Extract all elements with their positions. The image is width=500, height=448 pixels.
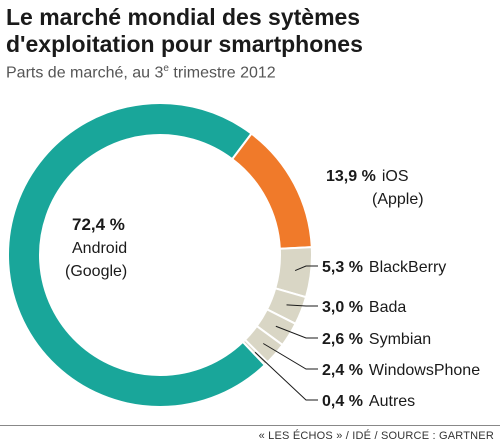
label-android-name: Android xyxy=(72,240,127,257)
label-bada-value: 3,0 % xyxy=(322,299,363,316)
slice-ios xyxy=(230,132,313,250)
label-windowsphone-value: 2,4 % xyxy=(322,362,363,379)
label-ios-value: 13,9 % xyxy=(326,168,376,185)
label-windowsphone-name: WindowsPhone xyxy=(369,362,480,379)
subtitle-text-end: trimestre 2012 xyxy=(168,64,276,82)
subtitle-text: Parts de marché, au 3 xyxy=(6,64,164,82)
label-blackberry-name: BlackBerry xyxy=(369,259,446,276)
leader-line-blackberry xyxy=(294,265,318,272)
label-bada-name: Bada xyxy=(369,299,406,316)
source-credit: « LES ÉCHOS » / IDÉ / SOURCE : GARTNER xyxy=(258,430,494,442)
label-symbian-name: Symbian xyxy=(369,331,431,348)
leader-line-autres xyxy=(254,351,318,401)
chart-title: Le marché mondial des sytèmes d'exploita… xyxy=(6,4,363,57)
label-windowsphone: 2,4 % WindowsPhone xyxy=(322,362,480,379)
chart-subtitle: Parts de marché, au 3e trimestre 2012 xyxy=(6,63,276,82)
subtitle-superscript: e xyxy=(163,63,169,74)
label-blackberry-value: 5,3 % xyxy=(322,259,363,276)
label-autres-value: 0,4 % xyxy=(322,393,363,410)
label-autres-name: Autres xyxy=(369,393,415,410)
label-ios-name: iOS xyxy=(382,168,409,185)
label-autres: 0,4 % Autres xyxy=(322,393,415,410)
donut-slices xyxy=(7,102,313,408)
label-symbian: 2,6 % Symbian xyxy=(322,331,431,348)
footer-divider xyxy=(0,425,500,426)
label-ios: 13,9 % iOS xyxy=(326,168,408,185)
slice-labels: 72,4 % Android (Google) 13,9 % iOS (Apple) 5,3… xyxy=(65,168,480,410)
label-symbian-value: 2,6 % xyxy=(322,331,363,348)
label-android-sub: (Google) xyxy=(65,263,127,280)
leader-line-symbian xyxy=(275,325,318,339)
leader-line-bada xyxy=(286,304,318,307)
label-android-value: 72,4 % xyxy=(72,215,125,234)
label-bada: 3,0 % Bada xyxy=(322,299,406,316)
label-blackberry: 5,3 % BlackBerry xyxy=(322,259,446,276)
leader-line-windowsphone xyxy=(263,343,318,370)
label-ios-sub: (Apple) xyxy=(372,191,424,208)
slice-android xyxy=(7,102,267,408)
